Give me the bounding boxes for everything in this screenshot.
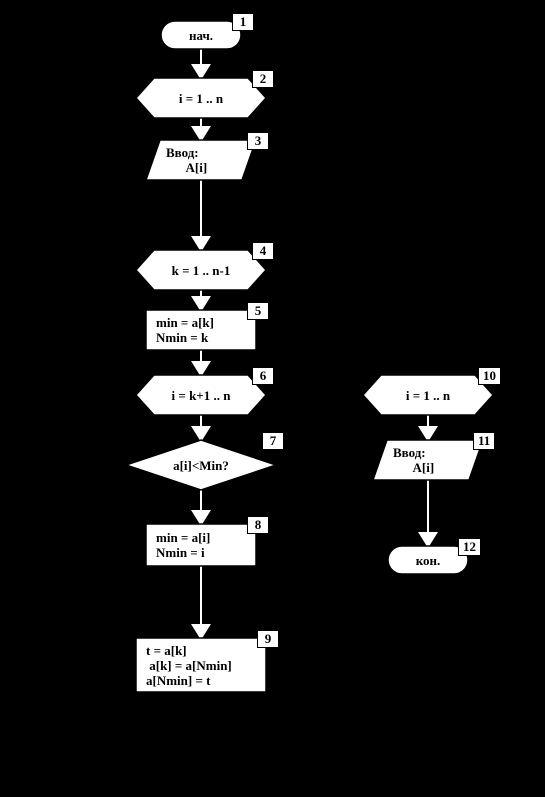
node-text-n12: кон.: [398, 553, 458, 568]
node-text-n6: i = k+1 .. n: [146, 388, 256, 403]
node-number-n7: 7: [262, 432, 284, 450]
node-text-n3: Ввод: A[i]: [166, 145, 256, 175]
node-number-n6: 6: [252, 367, 274, 385]
node-number-n12: 12: [458, 538, 481, 556]
node-text-n8: min = a[i] Nmin = i: [156, 530, 246, 560]
node-text-n1: нач.: [171, 28, 231, 43]
node-number-n1: 1: [232, 13, 254, 31]
node-number-n11: 11: [473, 432, 495, 450]
node-text-n9: t = a[k] a[k] = a[Nmin] a[Nmin] = t: [146, 643, 256, 688]
node-number-n4: 4: [252, 242, 274, 260]
node-number-n3: 3: [247, 132, 269, 150]
node-number-n10: 10: [478, 367, 501, 385]
node-text-n2: i = 1 .. n: [146, 91, 256, 106]
node-number-n2: 2: [252, 70, 274, 88]
node-text-n11: Ввод: A[i]: [393, 445, 483, 475]
node-text-n7: a[i]<Min?: [136, 458, 266, 473]
node-number-n5: 5: [247, 302, 269, 320]
node-text-n5: min = a[k] Nmin = k: [156, 315, 246, 345]
node-text-n4: k = 1 .. n-1: [146, 263, 256, 278]
node-number-n8: 8: [247, 516, 269, 534]
node-text-n10: i = 1 .. n: [373, 388, 483, 403]
node-number-n9: 9: [257, 630, 279, 648]
